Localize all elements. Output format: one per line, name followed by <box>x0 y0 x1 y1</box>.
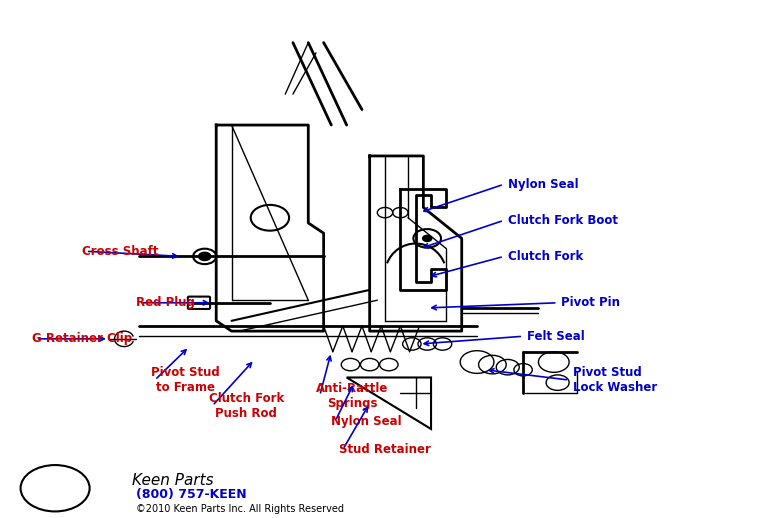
Polygon shape <box>346 378 431 429</box>
Text: Clutch Fork: Clutch Fork <box>507 250 583 263</box>
Circle shape <box>193 249 216 264</box>
Text: Stud Retainer: Stud Retainer <box>339 443 431 456</box>
Circle shape <box>423 235 432 241</box>
Text: Anti-Rattle
Springs: Anti-Rattle Springs <box>316 382 388 410</box>
Text: G Retainer Clip: G Retainer Clip <box>32 333 132 346</box>
Text: Clutch Fork Boot: Clutch Fork Boot <box>507 214 618 227</box>
Text: Keen Parts: Keen Parts <box>132 473 213 488</box>
Text: Pivot Pin: Pivot Pin <box>561 296 621 309</box>
Text: Pivot Stud
Lock Washer: Pivot Stud Lock Washer <box>573 366 658 394</box>
Text: Nylon Seal: Nylon Seal <box>331 415 402 428</box>
Text: ©2010 Keen Parts Inc. All Rights Reserved: ©2010 Keen Parts Inc. All Rights Reserve… <box>136 503 343 514</box>
Text: (800) 757-KEEN: (800) 757-KEEN <box>136 488 246 501</box>
Text: Pivot Stud
to Frame: Pivot Stud to Frame <box>151 366 219 394</box>
Text: Nylon Seal: Nylon Seal <box>507 178 578 191</box>
Text: Clutch Fork
Push Rod: Clutch Fork Push Rod <box>209 392 284 420</box>
Circle shape <box>199 252 211 261</box>
Text: Cross Shaft: Cross Shaft <box>82 245 159 258</box>
FancyBboxPatch shape <box>188 297 210 309</box>
Text: Red Plug: Red Plug <box>136 296 195 309</box>
Text: Felt Seal: Felt Seal <box>527 330 584 343</box>
